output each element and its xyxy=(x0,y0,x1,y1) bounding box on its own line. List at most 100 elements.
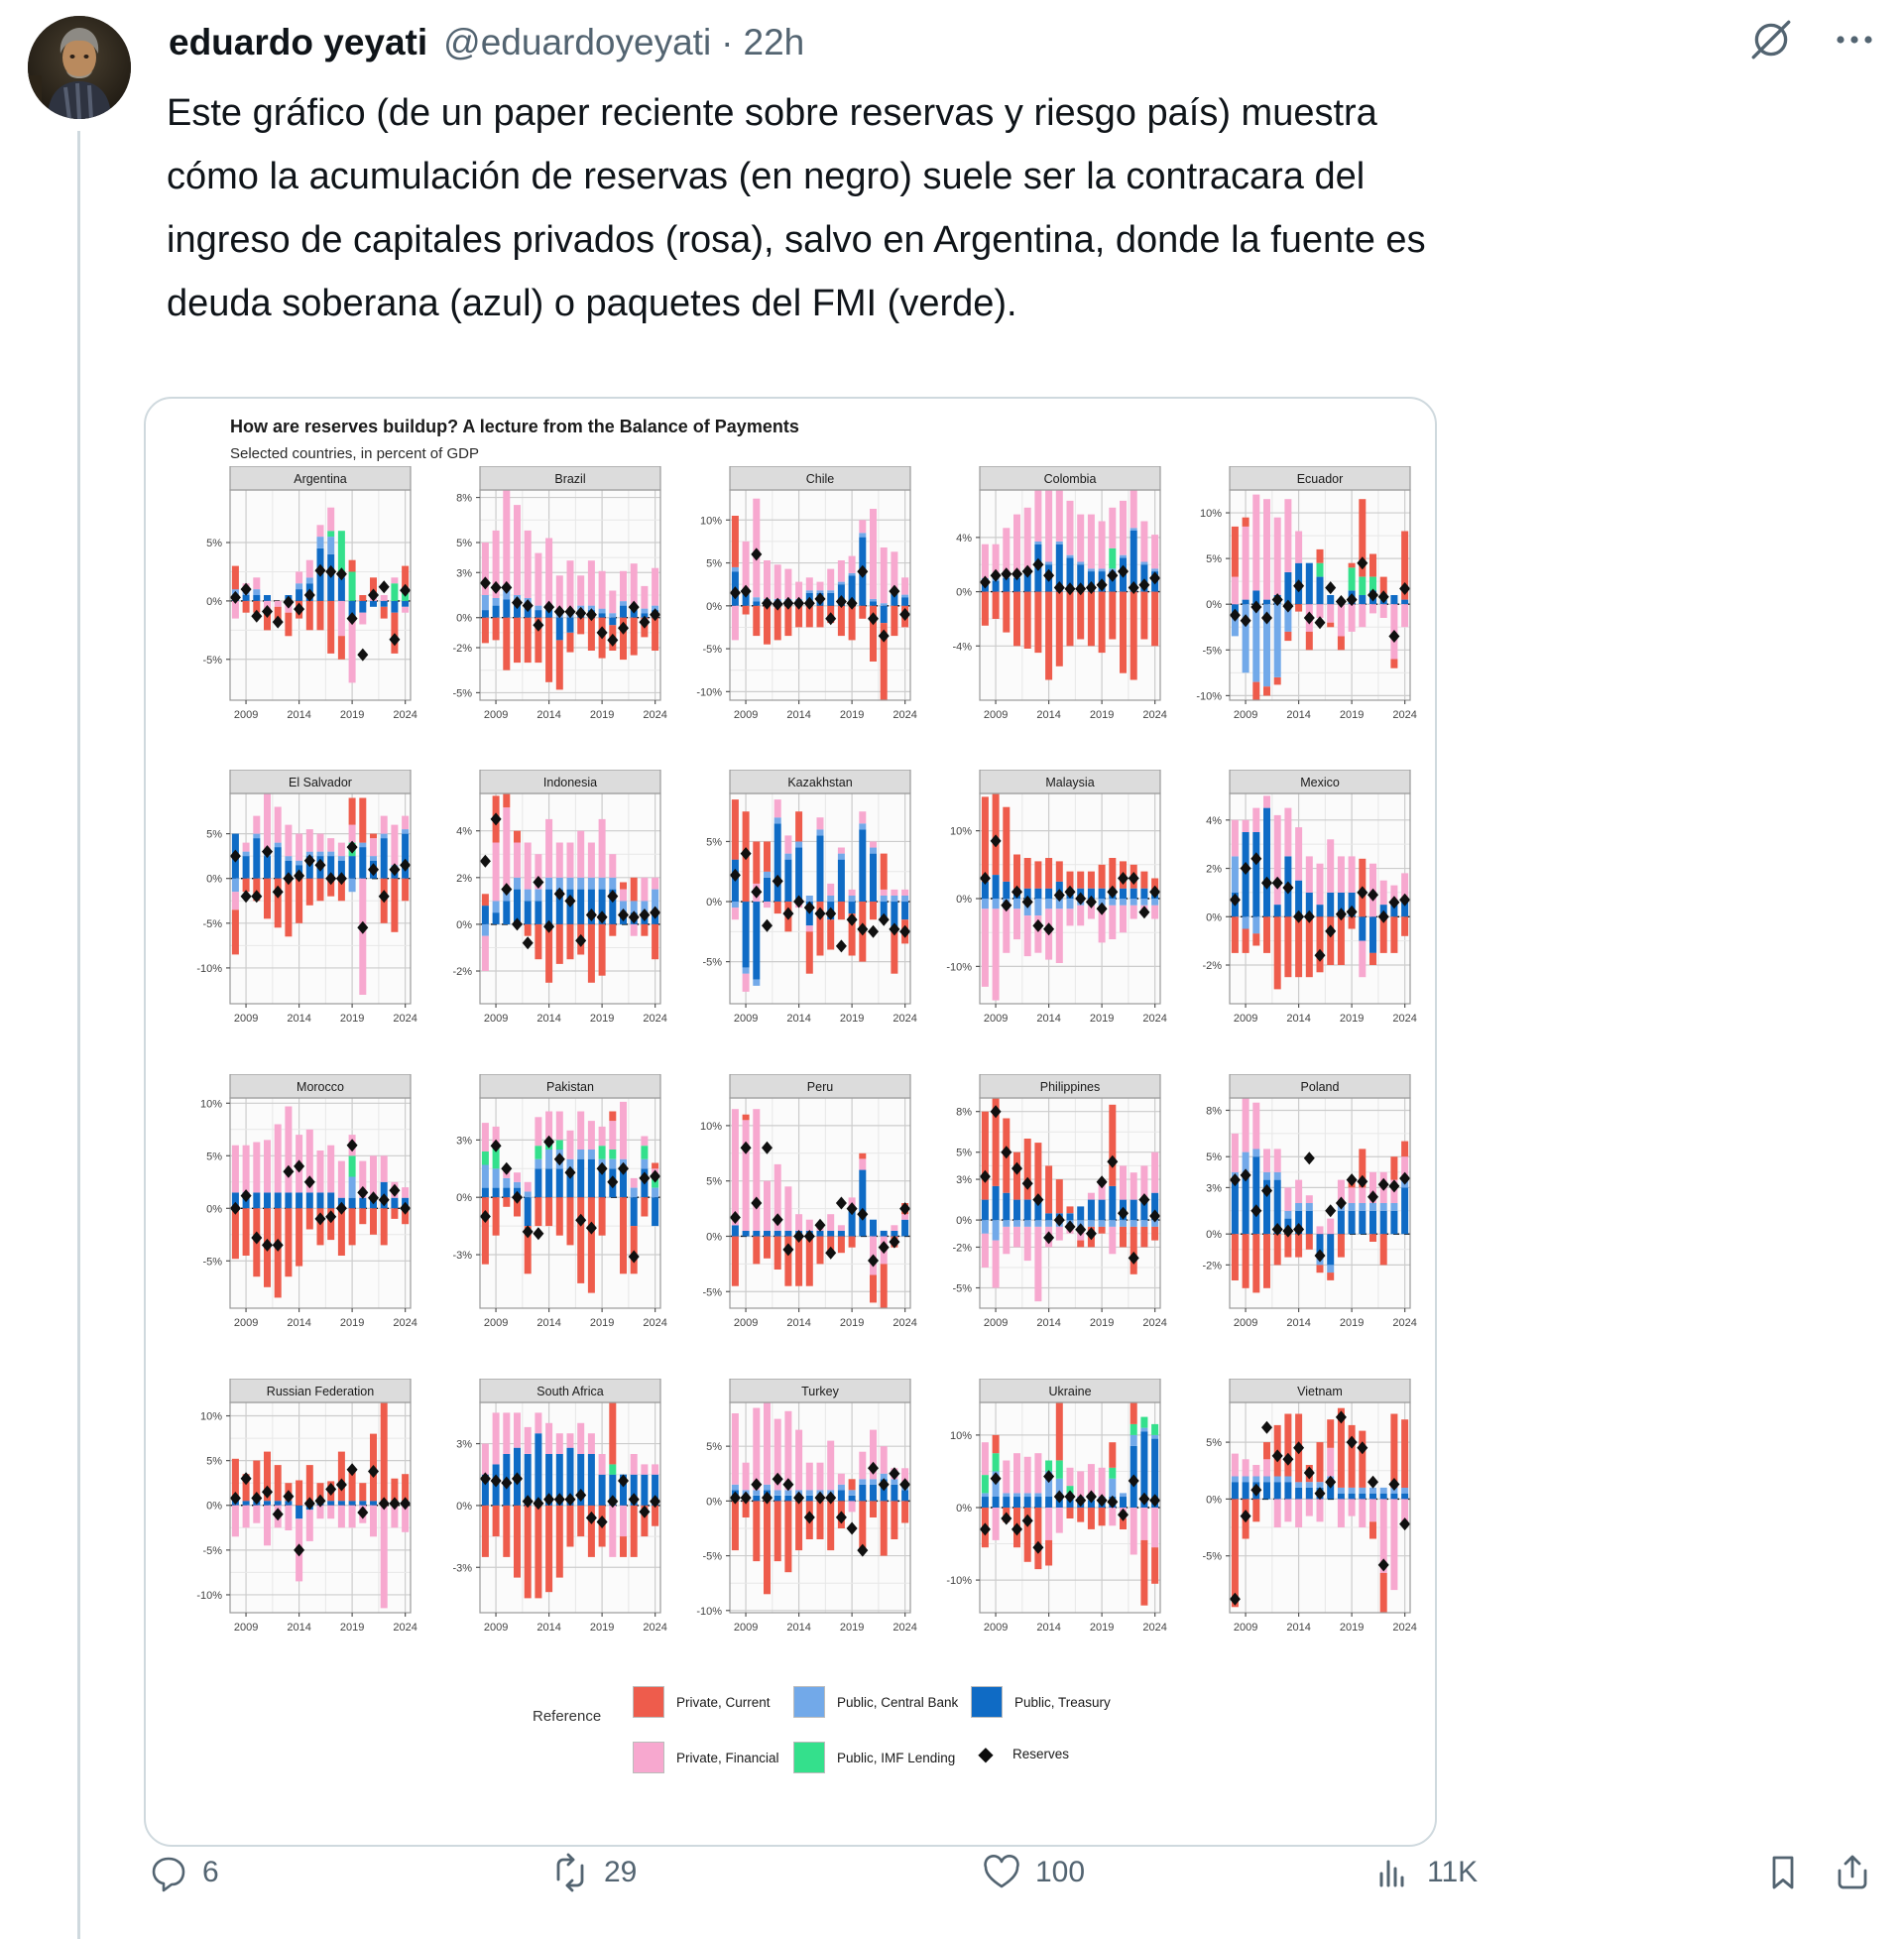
svg-text:5%: 5% xyxy=(706,558,722,570)
svg-text:2024: 2024 xyxy=(1392,1622,1416,1634)
svg-text:2024: 2024 xyxy=(643,709,666,721)
svg-text:El Salvador: El Salvador xyxy=(289,776,352,789)
tweet-body-line: cómo la acumulación de reservas (en negr… xyxy=(167,156,1366,197)
svg-text:2024: 2024 xyxy=(393,1622,416,1634)
svg-text:Vietnam: Vietnam xyxy=(1297,1385,1343,1398)
svg-text:-3%: -3% xyxy=(452,1250,472,1262)
legend-swatch-financial xyxy=(633,1742,664,1773)
svg-text:2024: 2024 xyxy=(1392,1013,1416,1025)
timestamp[interactable]: 22h xyxy=(743,22,805,62)
bookmark-button[interactable] xyxy=(1763,1853,1803,1892)
svg-text:Malaysia: Malaysia xyxy=(1045,776,1094,789)
legend-label: Reserves xyxy=(1012,1747,1070,1761)
legend-label: Public, IMF Lending xyxy=(837,1750,956,1765)
country-panel-colombia: Colombia 4% 0% -4% 2009 2014 2019 2024 xyxy=(936,465,1174,741)
svg-text:Peru: Peru xyxy=(807,1080,833,1094)
country-panel-vietnam: Vietnam 5% 0% -5% 2009 2014 2019 2024 xyxy=(1186,1378,1424,1653)
svg-text:-5%: -5% xyxy=(952,1283,972,1295)
svg-text:2014: 2014 xyxy=(1286,1622,1310,1634)
svg-text:Kazakhstan: Kazakhstan xyxy=(787,776,852,789)
legend-label: Private, Financial xyxy=(676,1750,779,1765)
svg-text:2019: 2019 xyxy=(1340,1317,1364,1329)
svg-text:5%: 5% xyxy=(1206,1437,1222,1449)
svg-text:2024: 2024 xyxy=(892,1622,916,1634)
bookmark-icon xyxy=(1772,1856,1794,1889)
svg-text:2014: 2014 xyxy=(1036,1013,1060,1025)
country-panel-peru: Peru 10% 5% 0% -5% 2009 2014 2019 2024 xyxy=(686,1073,924,1349)
svg-text:-3%: -3% xyxy=(452,1562,472,1574)
svg-text:2014: 2014 xyxy=(1036,1317,1060,1329)
svg-text:2019: 2019 xyxy=(1090,709,1114,721)
legend-swatch-current xyxy=(633,1686,664,1718)
country-panel-chile: Chile 10% 5% 0% -5% -10% 2009 2014 2019 2024 xyxy=(686,465,924,741)
svg-text:0%: 0% xyxy=(206,1203,222,1215)
svg-text:10%: 10% xyxy=(700,1121,722,1133)
grok-icon[interactable] xyxy=(1747,16,1795,63)
svg-text:0%: 0% xyxy=(706,1496,722,1508)
svg-text:Morocco: Morocco xyxy=(297,1080,344,1094)
repost-icon xyxy=(556,1853,584,1892)
svg-text:0%: 0% xyxy=(456,1192,472,1204)
analytics-icon xyxy=(1379,1860,1404,1887)
svg-text:2019: 2019 xyxy=(840,709,864,721)
svg-text:2019: 2019 xyxy=(1340,709,1364,721)
svg-text:0%: 0% xyxy=(1206,911,1222,923)
svg-text:5%: 5% xyxy=(206,1151,222,1162)
svg-text:0%: 0% xyxy=(456,1501,472,1513)
tweet-body-line: ingreso de capitales privados (rosa), sa… xyxy=(167,219,1426,261)
svg-text:2024: 2024 xyxy=(892,1013,916,1025)
more-icon[interactable] xyxy=(1833,18,1876,61)
share-button[interactable] xyxy=(1833,1853,1872,1892)
svg-text:2009: 2009 xyxy=(734,1622,758,1634)
svg-text:Colombia: Colombia xyxy=(1044,472,1097,486)
svg-text:2019: 2019 xyxy=(590,1622,614,1634)
svg-text:10%: 10% xyxy=(950,1430,972,1442)
svg-text:Pakistan: Pakistan xyxy=(546,1080,594,1094)
svg-text:-2%: -2% xyxy=(1202,960,1222,972)
legend-item: Public, Treasury xyxy=(971,1686,1111,1718)
svg-text:2009: 2009 xyxy=(484,1013,508,1025)
heart-icon xyxy=(984,1855,1019,1888)
svg-text:2009: 2009 xyxy=(484,1622,508,1634)
svg-text:0%: 0% xyxy=(706,1232,722,1244)
svg-text:2024: 2024 xyxy=(1142,1317,1166,1329)
svg-text:2009: 2009 xyxy=(984,1013,1008,1025)
svg-text:2014: 2014 xyxy=(786,1622,810,1634)
country-panel-el-salvador: El Salvador 5% 0% -5% -10% 2009 2014 2019 2024 xyxy=(186,769,424,1044)
svg-text:10%: 10% xyxy=(700,515,722,527)
svg-text:2009: 2009 xyxy=(234,1013,258,1025)
tweet-body-line: Este gráfico (de un paper reciente sobre… xyxy=(167,92,1377,134)
svg-text:Philippines: Philippines xyxy=(1040,1080,1100,1094)
country-panel-mexico: Mexico 4% 2% 0% -2% 2009 2014 2019 2024 xyxy=(1186,769,1424,1044)
legend-item: Public, IMF Lending xyxy=(793,1742,955,1773)
svg-text:5%: 5% xyxy=(456,538,472,549)
author-name[interactable]: eduardo yeyati xyxy=(169,22,428,62)
author-handle[interactable]: @eduardoyeyati xyxy=(443,22,712,62)
svg-text:2019: 2019 xyxy=(1340,1013,1364,1025)
svg-text:Poland: Poland xyxy=(1301,1080,1340,1094)
svg-text:2009: 2009 xyxy=(234,1317,258,1329)
svg-text:2019: 2019 xyxy=(840,1317,864,1329)
tweet-body: Este gráfico (de un paper reciente sobre… xyxy=(167,81,1654,335)
svg-text:0%: 0% xyxy=(956,587,972,599)
svg-text:-2%: -2% xyxy=(1202,1260,1222,1272)
svg-text:Russian Federation: Russian Federation xyxy=(267,1385,374,1398)
svg-text:2019: 2019 xyxy=(1340,1622,1364,1634)
svg-text:2019: 2019 xyxy=(340,1317,364,1329)
svg-text:2019: 2019 xyxy=(340,709,364,721)
like-button[interactable]: 100 xyxy=(982,1853,1085,1892)
svg-text:2014: 2014 xyxy=(287,1317,310,1329)
reply-button[interactable]: 6 xyxy=(149,1853,219,1892)
views-button[interactable]: 11K xyxy=(1373,1853,1478,1892)
svg-text:Chile: Chile xyxy=(806,472,835,486)
svg-text:2019: 2019 xyxy=(340,1013,364,1025)
legend-item: ◆ Reserves xyxy=(971,1742,1069,1766)
svg-text:2014: 2014 xyxy=(536,1013,560,1025)
svg-text:2014: 2014 xyxy=(1286,1317,1310,1329)
svg-text:-10%: -10% xyxy=(696,1606,722,1618)
avatar[interactable] xyxy=(28,16,131,119)
svg-text:Ukraine: Ukraine xyxy=(1048,1385,1091,1398)
repost-button[interactable]: 29 xyxy=(550,1853,637,1892)
tweet-image-card[interactable]: How are reserves buildup? A lecture from… xyxy=(144,397,1437,1847)
